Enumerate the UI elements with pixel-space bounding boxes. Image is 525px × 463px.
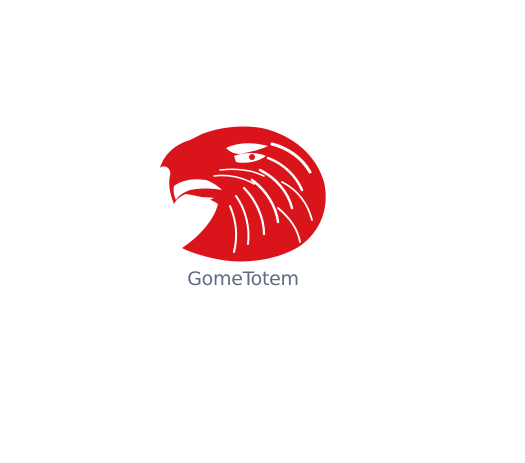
eagle-head-icon (160, 126, 326, 262)
brand-name: GomeTotem (187, 268, 299, 290)
